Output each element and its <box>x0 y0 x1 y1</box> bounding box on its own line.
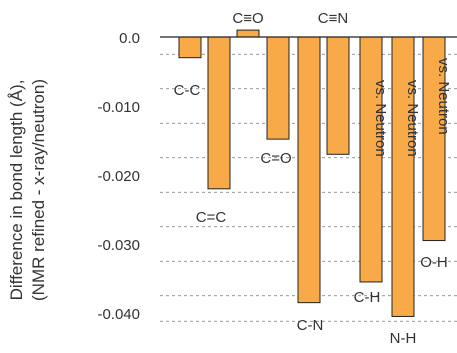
category-label-C=O: C=O <box>260 150 291 167</box>
category-label-C≡O: C≡O <box>232 10 263 27</box>
bar-annotation-C-H: vs. Neutron <box>372 80 389 157</box>
bar-annotations: vs. Neutron vs. Neutron vs. Neutron <box>372 58 452 157</box>
bar-C≡O <box>236 29 260 38</box>
category-label-C-C: C-C <box>174 82 201 99</box>
category-label-C≡N: C≡N <box>318 10 348 27</box>
category-label-C-H: C-H <box>354 289 381 306</box>
y-axis-label-line1: Difference in bond length (Å), <box>7 80 26 301</box>
category-label-N-H: N-H <box>390 330 417 347</box>
y-axis-label-line2: (NMR refined - x-ray/neutron) <box>29 79 48 301</box>
bar-C-C <box>178 36 202 59</box>
y-tick-label-0: 0.0 <box>119 30 140 47</box>
y-tick-label-4: -0.040 <box>97 306 140 323</box>
bar-C=C <box>207 36 231 190</box>
category-label-C-N: C-N <box>297 317 324 334</box>
y-tick-label-3: -0.030 <box>97 237 140 254</box>
bar-C≡N <box>326 36 350 155</box>
bar-annotation-N-H: vs. Neutron <box>404 80 421 157</box>
bar-annotation-O-H: vs. Neutron <box>435 58 452 135</box>
y-tick-label-2: -0.020 <box>97 168 140 185</box>
bar-C=O <box>266 36 290 140</box>
category-label-C=C: C=C <box>196 209 227 226</box>
bar-C-N <box>297 36 321 304</box>
category-label-O-H: O-H <box>420 254 448 271</box>
bars <box>178 29 446 317</box>
y-tick-label-1: -0.010 <box>97 99 140 116</box>
y-tick-labels: 0.0 -0.010 -0.020 -0.030 -0.040 <box>97 30 140 323</box>
bar-C-H <box>359 36 383 283</box>
bar-N-H <box>391 36 415 317</box>
category-labels: C-C C=C C≡O C=O C-N C≡N C-H N-H O-H <box>174 10 448 347</box>
